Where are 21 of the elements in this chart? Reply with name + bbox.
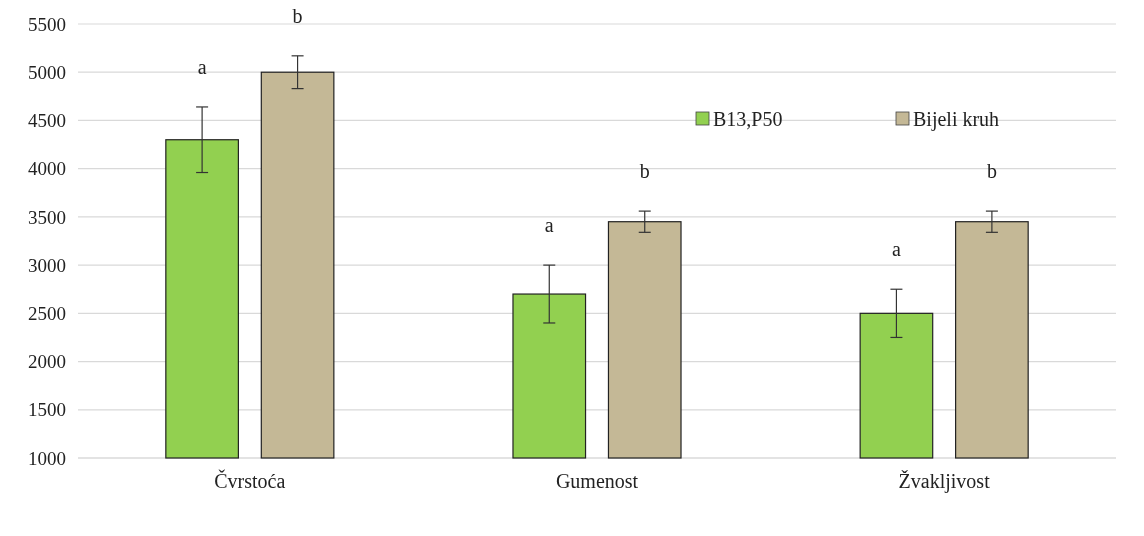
legend-label: Bijeli kruh <box>913 108 1000 131</box>
y-tick-label: 2500 <box>28 302 66 324</box>
annotation: a <box>891 238 901 261</box>
y-tick-label: 3000 <box>28 254 66 276</box>
annotation: b <box>639 160 650 183</box>
annotation: a <box>544 214 554 237</box>
annotation: a <box>197 55 207 78</box>
y-tick-label: 1000 <box>28 447 66 469</box>
y-tick-label: 4500 <box>28 110 66 132</box>
y-tick-label: 2000 <box>28 351 66 373</box>
x-tick-label: Gumenost <box>555 470 639 492</box>
y-tick-label: 5500 <box>28 13 66 35</box>
annotation: b <box>292 4 303 27</box>
legend-label: B13,P50 <box>713 108 783 130</box>
y-tick-label: 1500 <box>28 399 66 421</box>
annotation: b <box>986 160 997 183</box>
y-tick-label: 5000 <box>28 61 66 83</box>
x-tick-label: Čvrstoća <box>214 469 286 492</box>
y-tick-label: 3500 <box>28 206 66 228</box>
y-tick-label: 4000 <box>28 158 66 180</box>
x-tick-label: Žvakljivost <box>898 470 991 493</box>
